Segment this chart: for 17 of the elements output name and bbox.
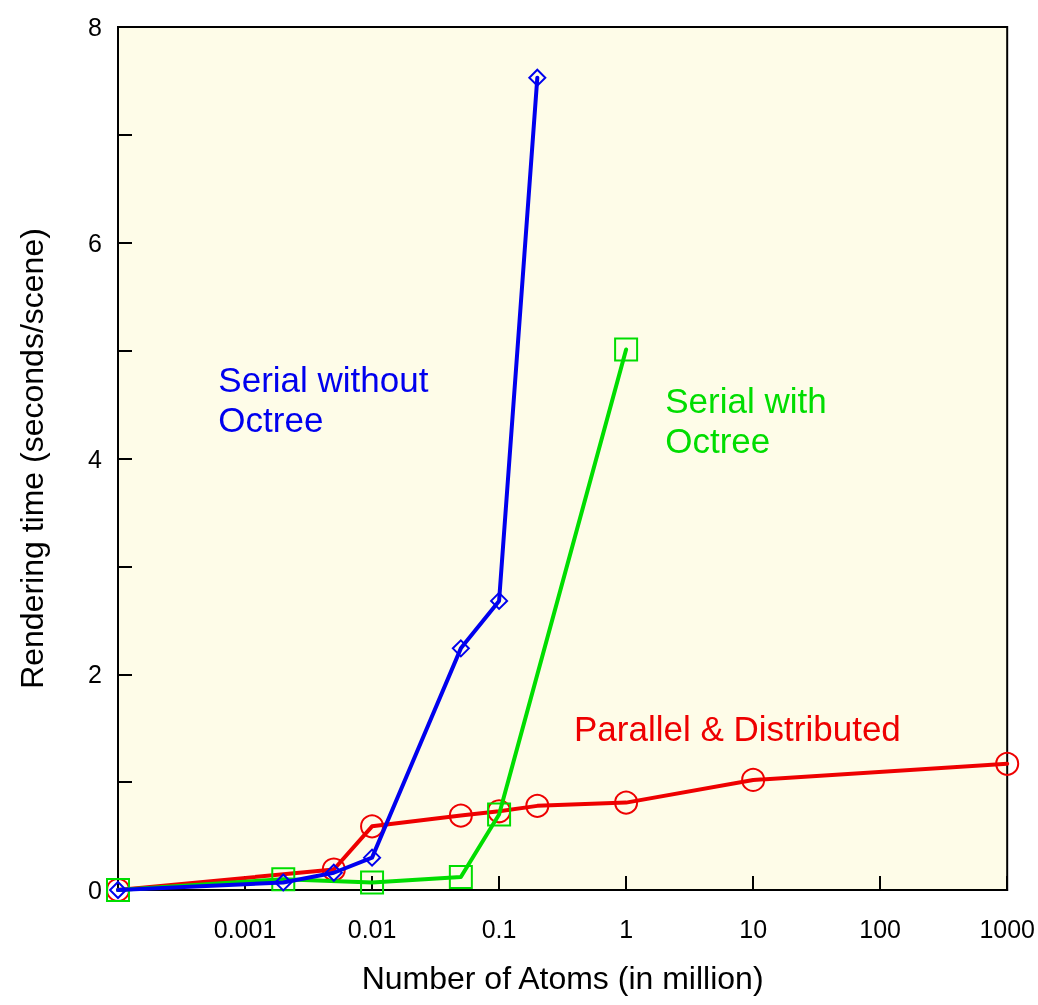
y-axis-title: Rendering time (seconds/scene) xyxy=(14,228,50,689)
series-label: Parallel & Distributed xyxy=(574,709,901,749)
series-label: Serial with Octree xyxy=(665,381,837,461)
y-tick-label: 8 xyxy=(88,13,102,41)
x-tick-label: 0.001 xyxy=(213,914,277,943)
y-tick-label: 6 xyxy=(88,228,102,257)
x-tick-label: 100 xyxy=(859,914,902,943)
text: Serial without Octree xyxy=(218,359,439,439)
y-tick-label: 4 xyxy=(88,444,103,473)
x-tick-label: 0.01 xyxy=(347,914,397,943)
x-axis-title: Number of Atoms (in million) xyxy=(361,960,764,996)
x-tick-label: 10 xyxy=(739,914,768,943)
x-tick-label: 1 xyxy=(619,914,634,943)
x-tick-label: 0.1 xyxy=(481,914,517,943)
y-tick-label: 2 xyxy=(88,660,102,689)
x-tick-label: 1000 xyxy=(979,914,1035,943)
y-tick-label: 0 xyxy=(88,876,102,904)
